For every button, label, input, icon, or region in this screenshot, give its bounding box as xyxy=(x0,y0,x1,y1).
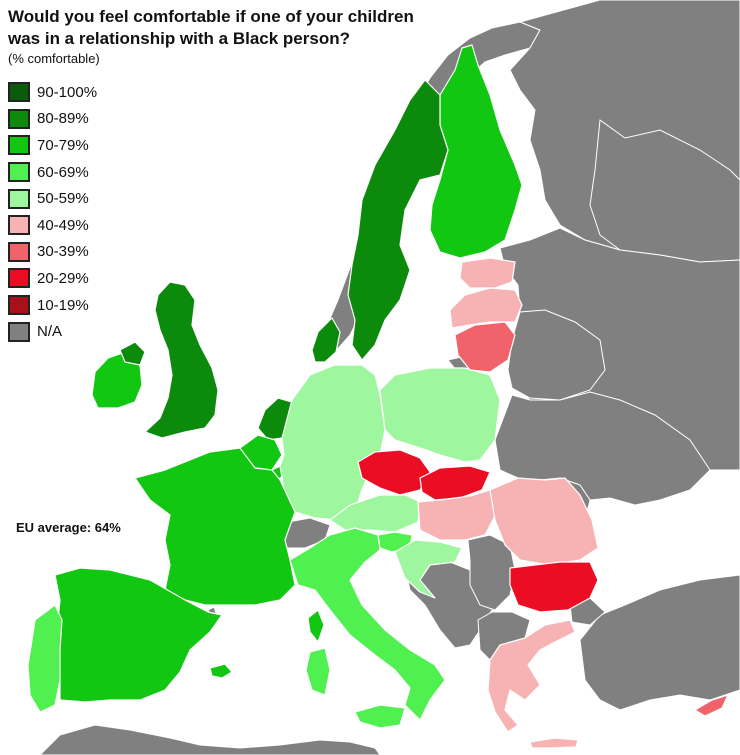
legend-swatch xyxy=(8,135,30,156)
country-hungary xyxy=(417,489,499,541)
legend-swatch xyxy=(8,321,30,342)
country-romania xyxy=(489,477,599,566)
serbia xyxy=(467,534,516,611)
legend-item: 20-29% xyxy=(8,265,97,292)
eu-average-label: EU average: 64% xyxy=(16,520,121,535)
legend-label: 80-89% xyxy=(37,110,89,128)
non-eu-land xyxy=(39,0,740,755)
country-croatia xyxy=(394,539,463,599)
belarus xyxy=(507,309,606,401)
country-italy xyxy=(289,527,446,721)
legend-item: 10-19% xyxy=(8,292,97,319)
legend: 90-100% 80-89% 70-79% 60-69% 50-59% 40-4… xyxy=(8,79,97,345)
legend-label: N/A xyxy=(37,323,63,341)
map-title-line1: Would you feel comfortable if one of you… xyxy=(8,7,414,26)
legend-label: 50-59% xyxy=(37,190,89,208)
country-corsica xyxy=(307,609,325,643)
legend-item: 30-39% xyxy=(8,239,97,266)
country-poland xyxy=(379,367,501,463)
legend-item: 50-59% xyxy=(8,185,97,212)
legend-item: 80-89% xyxy=(8,106,97,133)
legend-label: 10-19% xyxy=(37,296,89,314)
legend-swatch xyxy=(8,215,30,236)
legend-item: 90-100% xyxy=(8,79,97,106)
country-portugal xyxy=(27,604,63,713)
legend-swatch xyxy=(8,188,30,209)
country-sweden xyxy=(347,79,449,361)
country-estonia xyxy=(459,257,516,289)
country-greece xyxy=(487,619,576,733)
country-ireland xyxy=(91,351,143,409)
turkey xyxy=(579,574,740,711)
country-northern-ireland xyxy=(119,341,146,366)
country-slovakia xyxy=(419,465,491,501)
country-denmark xyxy=(311,317,341,363)
country-greece-crete xyxy=(529,737,579,749)
legend-item: N/A xyxy=(8,318,97,345)
legend-swatch xyxy=(8,295,30,316)
country-cyprus xyxy=(694,694,729,717)
legend-label: 20-29% xyxy=(37,269,89,287)
map-title-line2: was in a relationship with a Black perso… xyxy=(8,29,350,48)
legend-label: 60-69% xyxy=(37,163,89,181)
country-sicily xyxy=(354,704,406,729)
country-latvia xyxy=(449,287,523,329)
country-bulgaria xyxy=(509,561,599,613)
country-france xyxy=(134,447,296,606)
legend-swatch xyxy=(8,108,30,129)
legend-label: 40-49% xyxy=(37,216,89,234)
legend-swatch xyxy=(8,162,30,183)
legend-label: 90-100% xyxy=(37,83,98,101)
country-balearic xyxy=(209,663,233,679)
legend-item: 60-69% xyxy=(8,159,97,186)
legend-label: 70-79% xyxy=(37,136,89,154)
eu-countries xyxy=(27,44,729,749)
country-uk xyxy=(144,281,219,439)
legend-item: 70-79% xyxy=(8,132,97,159)
legend-label: 30-39% xyxy=(37,243,89,261)
country-sardinia xyxy=(305,647,331,696)
north-africa xyxy=(39,724,381,755)
legend-item: 40-49% xyxy=(8,212,97,239)
country-lithuania xyxy=(454,321,516,373)
country-finland xyxy=(429,44,523,259)
title-block: Would you feel comfortable if one of you… xyxy=(8,6,414,66)
legend-swatch xyxy=(8,268,30,289)
legend-swatch xyxy=(8,241,30,262)
legend-swatch xyxy=(8,82,30,103)
map-subtitle: (% comfortable) xyxy=(8,51,100,66)
